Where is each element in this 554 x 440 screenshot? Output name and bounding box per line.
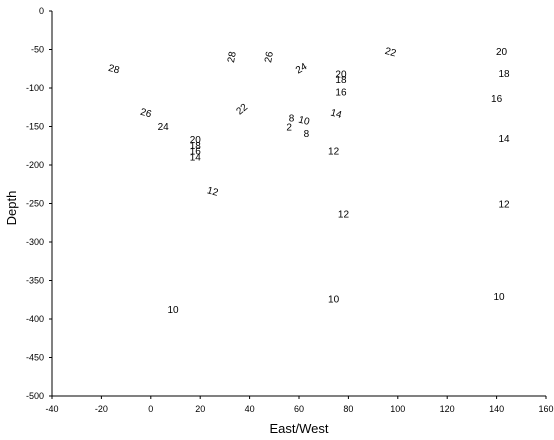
y-tick-label: -200: [26, 160, 44, 170]
contour-label: 12: [328, 147, 340, 158]
contour-label: 26: [139, 107, 153, 121]
contour-label: 10: [328, 294, 340, 305]
contour-label: 28: [226, 50, 239, 63]
contour-label: 20: [190, 135, 202, 146]
y-axis-title: Depth: [4, 191, 19, 226]
contour-label: 24: [294, 61, 310, 76]
x-tick-label: -40: [45, 404, 58, 414]
y-tick-label: -300: [26, 237, 44, 247]
contour-label: 2: [286, 123, 292, 134]
contour-label: 14: [498, 134, 510, 145]
contour-label: 8: [304, 129, 310, 140]
x-tick-label: 60: [294, 404, 304, 414]
x-tick-label: 0: [148, 404, 153, 414]
contour-label: 18: [498, 69, 510, 80]
y-tick-label: -400: [26, 314, 44, 324]
x-tick-label: 80: [343, 404, 353, 414]
contour-label: 18: [190, 141, 202, 152]
contour-label: 22: [234, 102, 250, 118]
y-tick-label: -350: [26, 276, 44, 286]
y-tick-labels: 0 -50 -100 -150 -200 -250 -300 -350 -400 -450 -500: [26, 6, 52, 401]
contour-label: 14: [329, 108, 343, 122]
y-tick-label: -450: [26, 353, 44, 363]
contour-label: 16: [190, 147, 202, 158]
x-tick-label: 160: [538, 404, 553, 414]
contour-label: 18: [335, 75, 347, 86]
y-tick-label: -500: [26, 391, 44, 401]
y-tick-label: 0: [39, 6, 44, 16]
x-tick-labels: -40 -20 0 20 40 60 80 100 120 140 160: [45, 396, 554, 414]
x-tick-label: 120: [440, 404, 455, 414]
contour-label: 10: [494, 292, 506, 303]
x-tick-label: 20: [195, 404, 205, 414]
contour-label: 24: [158, 122, 170, 133]
contour-label: 20: [496, 47, 508, 58]
contour-label: 28: [107, 63, 121, 77]
contour-label: 16: [491, 94, 503, 105]
y-tick-label: -250: [26, 199, 44, 209]
contour-label: 12: [206, 185, 220, 199]
contour-label: 10: [167, 305, 179, 316]
contour-label: 8: [289, 113, 295, 124]
contour-label: 12: [498, 200, 510, 211]
contour-label: 10: [297, 114, 311, 128]
x-tick-label: 40: [245, 404, 255, 414]
x-tick-label: 140: [489, 404, 504, 414]
x-tick-label: 100: [390, 404, 405, 414]
y-tick-label: -50: [31, 45, 44, 55]
x-tick-label: -20: [95, 404, 108, 414]
y-tick-label: -150: [26, 122, 44, 132]
contour-label: 26: [263, 50, 276, 63]
y-tick-label: -100: [26, 83, 44, 93]
contour-label: 16: [335, 87, 347, 98]
contour-label: 20: [335, 70, 347, 81]
contour-label: 22: [384, 46, 398, 60]
contour-label: 14: [190, 153, 202, 164]
contour-label: 12: [338, 210, 350, 221]
x-axis-title: East/West: [269, 421, 328, 436]
